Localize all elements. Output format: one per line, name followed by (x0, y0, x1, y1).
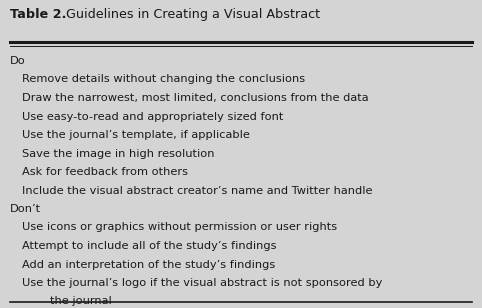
Text: Remove details without changing the conclusions: Remove details without changing the conc… (22, 75, 305, 84)
Text: Use the journal’s template, if applicable: Use the journal’s template, if applicabl… (22, 130, 250, 140)
Text: Use easy-to-read and appropriately sized font: Use easy-to-read and appropriately sized… (22, 111, 283, 121)
Text: Use icons or graphics without permission or user rights: Use icons or graphics without permission… (22, 222, 337, 233)
Text: the journal: the journal (50, 297, 112, 306)
Text: Don’t: Don’t (10, 204, 41, 214)
Text: Use the journal’s logo if the visual abstract is not sponsored by: Use the journal’s logo if the visual abs… (22, 278, 382, 288)
Text: Include the visual abstract creator’s name and Twitter handle: Include the visual abstract creator’s na… (22, 185, 373, 196)
Text: Add an interpretation of the study’s findings: Add an interpretation of the study’s fin… (22, 260, 275, 270)
Text: Attempt to include all of the study’s findings: Attempt to include all of the study’s fi… (22, 241, 277, 251)
Text: Draw the narrowest, most limited, conclusions from the data: Draw the narrowest, most limited, conclu… (22, 93, 369, 103)
Text: Table 2.: Table 2. (10, 8, 67, 21)
Text: Ask for feedback from others: Ask for feedback from others (22, 167, 188, 177)
Text: Guidelines in Creating a Visual Abstract: Guidelines in Creating a Visual Abstract (62, 8, 320, 21)
Text: Save the image in high resolution: Save the image in high resolution (22, 148, 214, 159)
Text: Do: Do (10, 56, 26, 66)
